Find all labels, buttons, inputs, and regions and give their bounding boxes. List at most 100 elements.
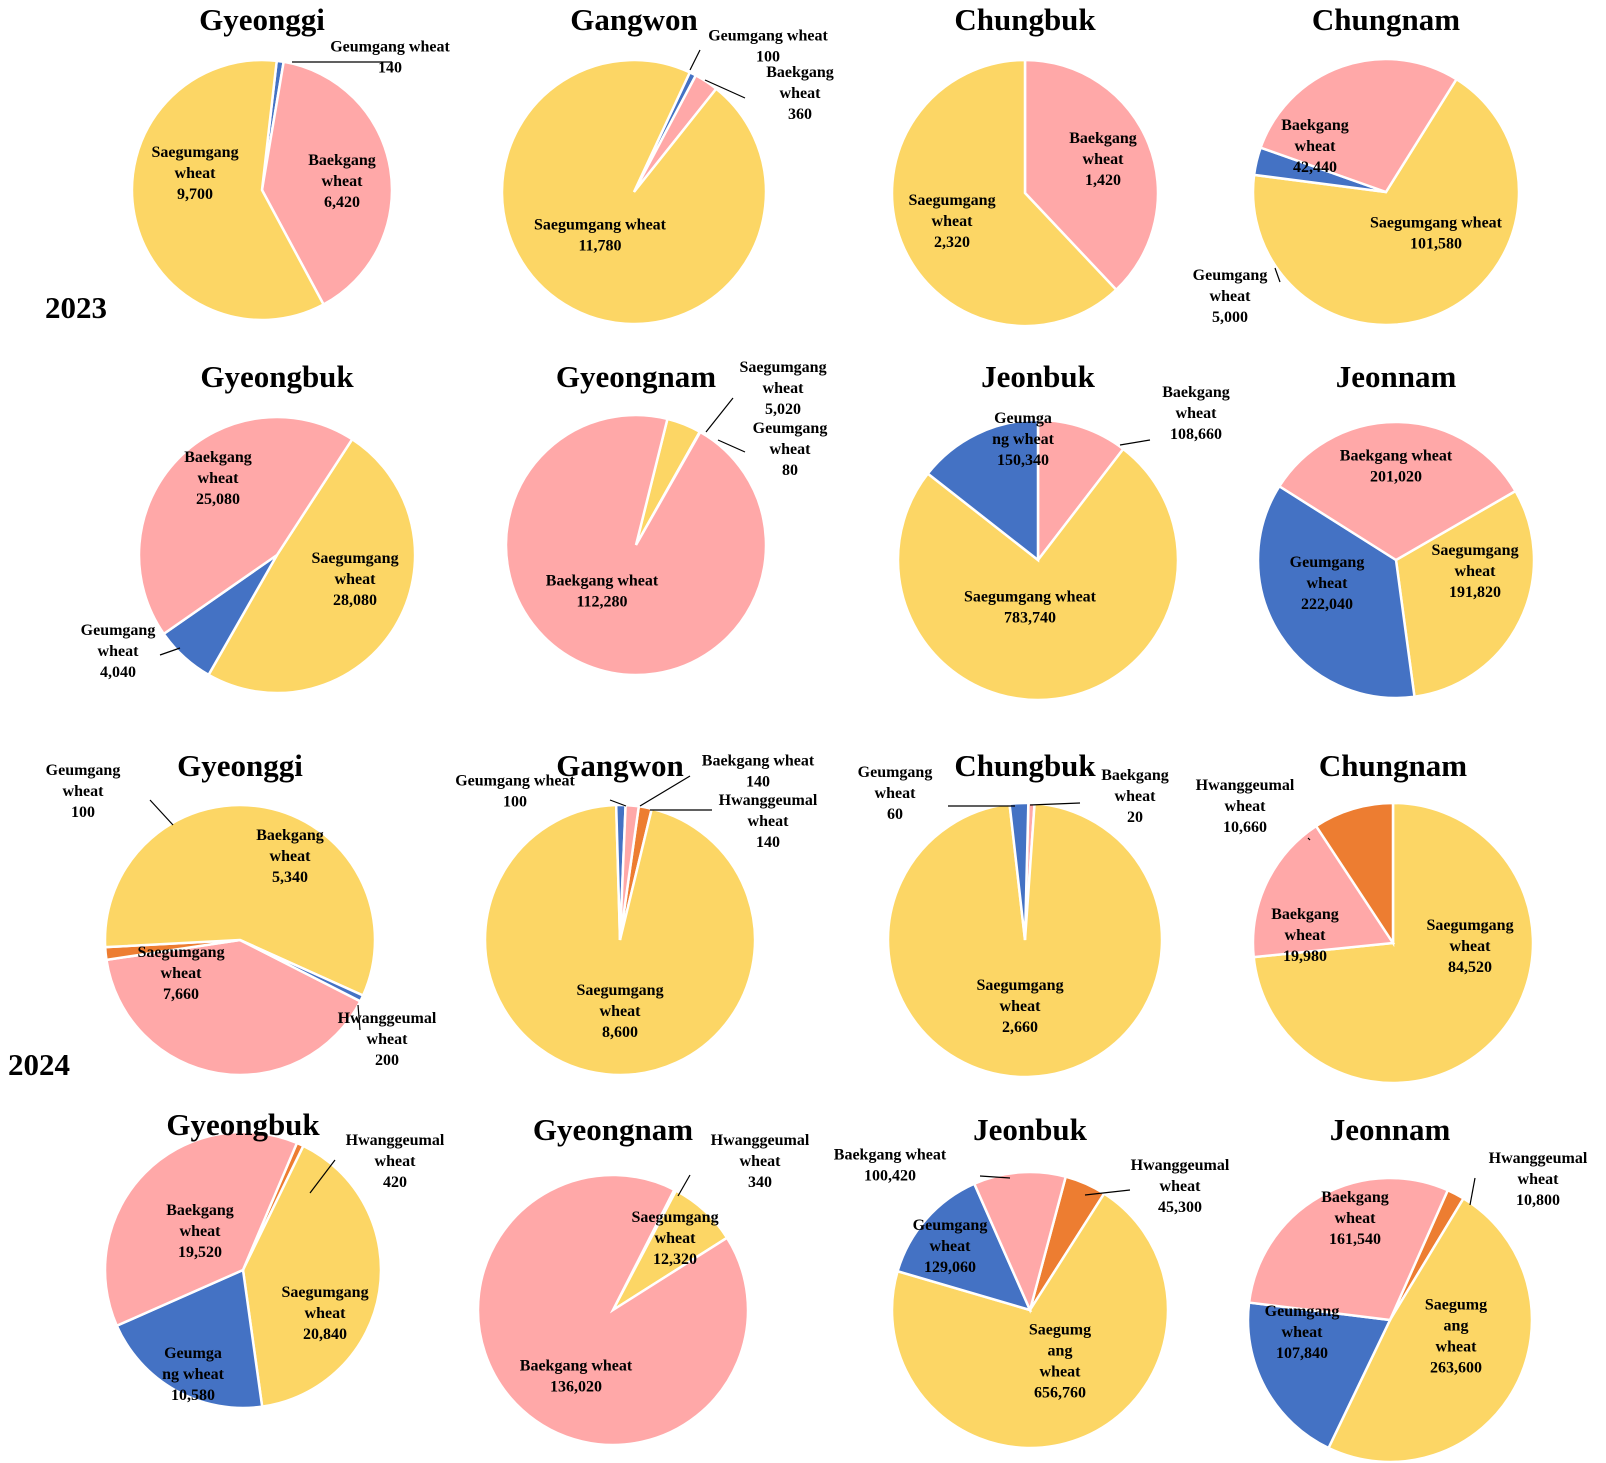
leader-line-2024-gyeonggi-hwanggeumal-wheat [357, 1004, 361, 1031]
data-label-2024-chungbuk-baekgang-wheat: Baekgang wheat 20 [1101, 767, 1169, 826]
data-label-2023-jeonnam-saegumgang-wheat: Saegumgang wheat 191,820 [1431, 542, 1518, 601]
data-label-2024-gyeongnam-saegumgang-wheat: Saegumgang wheat 12,320 [631, 1209, 718, 1268]
leader-line-2023-gyeongbuk-geumgang-wheat [159, 647, 181, 656]
pie-chart-2024-gyeongnam: Gyeongnam Hwanggeumal wheat 340 Saegumgang wh… [476, 1112, 810, 1447]
data-label-2024-jeonbuk-saegumgang-wheat: Saegumg ang wheat 656,760 [1029, 1322, 1091, 1402]
pie-chart-2024-gangwon: Gangwon Hwanggeumal wheat 140 Saegumgang whea… [455, 748, 818, 1077]
chart-title-2024-gyeongnam: Gyeongnam [533, 1112, 693, 1147]
data-label-2023-gyeonggi-geumgang-wheat: Geumgang wheat 140 [330, 39, 450, 77]
slice-2024-jeonnam-baekgang-wheat [1247, 1176, 1450, 1322]
pie-chart-2024-gyeongbuk: Gyeongbuk Hwanggeumal wheat 420 Saegumgang wh… [103, 1107, 445, 1410]
pie-chart-2024-jeonbuk: Jeonbuk Hwanggeumal wheat 45,300 Saegumg ang w… [834, 1112, 1230, 1450]
slice-2024-jeonbuk-saegumgang-wheat [890, 1191, 1170, 1450]
slice-2024-jeonbuk-baekgang-wheat [972, 1170, 1068, 1314]
data-label-2023-gyeongbuk-geumgang-wheat: Geumgang wheat 4,040 [81, 622, 156, 681]
data-label-2023-gangwon-saegumgang-wheat: Saegumgang wheat 11,780 [534, 217, 667, 255]
data-label-2023-gyeongbuk-saegumgang-wheat: Saegumgang wheat 28,080 [311, 550, 398, 609]
slice-2024-gyeongbuk-saegumgang-wheat [241, 1144, 383, 1409]
pie-chart-2023-chungbuk: Chungbuk Baekgang wheat 1,420 Saegumgang whea… [890, 2, 1160, 328]
data-label-2024-chungbuk-geumgang-wheat: Geumgang wheat 60 [858, 764, 933, 823]
slice-2024-gyeongbuk-baekgang-wheat [103, 1130, 299, 1328]
slice-2023-chungbuk-baekgang-wheat [1023, 58, 1160, 292]
data-label-2024-gangwon-saegumgang-wheat: Saegumgang wheat 8,600 [576, 982, 663, 1041]
chart-title-2023-gyeonggi: Gyeonggi [199, 2, 325, 37]
pie-chart-2024-chungbuk: Chungbuk Baekgang wheat 20 Saegumgang wheat 2,… [858, 748, 1169, 1079]
data-label-2024-chungnam-baekgang-wheat: Baekgang wheat 19,980 [1271, 906, 1339, 965]
slice-2023-gyeongnam-baekgang-wheat [504, 413, 768, 677]
slice-2024-jeonnam-saegumgang-wheat [1326, 1196, 1534, 1463]
data-label-2024-gangwon-geumgang-wheat: Geumgang wheat 100 [455, 773, 575, 811]
data-label-2023-gyeongbuk-baekgang-wheat: Baekgang wheat 25,080 [184, 449, 252, 508]
data-label-2024-gyeongnam-hwanggeumal-wheat: Hwanggeumal wheat 340 [711, 1132, 810, 1191]
data-label-2023-gyeonggi-baekgang-wheat: Baekgang wheat 6,420 [308, 152, 376, 211]
slice-2024-gyeonggi-geumgang-wheat [239, 938, 365, 1003]
slice-2024-gyeongbuk-geumgang-wheat [115, 1268, 264, 1410]
data-label-2023-jeonbuk-saegumgang-wheat: Saegumgang wheat 783,740 [964, 589, 1097, 627]
leader-line-2024-gyeongbuk-hwanggeumal-wheat [309, 1159, 336, 1194]
data-label-2024-gyeongnam-baekgang-wheat: Baekgang wheat 136,020 [520, 1358, 633, 1396]
leader-line-2023-chungnam-geumgang-wheat [1274, 267, 1281, 283]
pie-chart-2024-jeonnam: Jeonnam Hwanggeumal wheat 10,800 Saegumg ang w… [1246, 1112, 1588, 1463]
data-label-2024-jeonnam-saegumgang-wheat: Saegumg ang wheat 263,600 [1425, 1297, 1487, 1377]
chart-title-2023-jeonnam: Jeonnam [1336, 359, 1457, 394]
chart-title-2023-jeonbuk: Jeonbuk [981, 359, 1095, 394]
chart-title-2024-gangwon: Gangwon [556, 748, 683, 783]
chart-title-2023-chungbuk: Chungbuk [954, 2, 1096, 37]
leader-line-2024-jeonnam-hwanggeumal-wheat [1469, 1177, 1476, 1206]
data-label-2024-jeonbuk-hwanggeumal-wheat: Hwanggeumal wheat 45,300 [1131, 1157, 1230, 1216]
slice-2024-gangwon-saegumgang-wheat [483, 803, 757, 1077]
pie-chart-2023-gyeongbuk: Gyeongbuk Saegumgang wheat 28,080 Geumgang wh… [81, 359, 417, 695]
slice-2023-gyeongbuk-baekgang-wheat [137, 415, 354, 636]
leader-line-2024-gyeongnam-hwanggeumal-wheat [677, 1174, 691, 1197]
data-label-2023-gyeongnam-geumgang-wheat: Geumgang wheat 80 [753, 420, 828, 479]
data-label-2023-gangwon-geumgang-wheat: Geumgang wheat 100 [708, 28, 828, 66]
chart-title-2023-gyeongbuk: Gyeongbuk [200, 359, 354, 394]
data-label-2024-gyeongbuk-baekgang-wheat: Baekgang wheat 19,520 [166, 1202, 234, 1261]
slice-2024-gyeonggi-baekgang-wheat [105, 938, 362, 1077]
data-label-2023-chungnam-saegumgang-wheat: Saegumgang wheat 101,580 [1370, 215, 1503, 253]
chart-title-2023-gangwon: Gangwon [570, 2, 697, 37]
leader-line-2024-jeonbuk-hwanggeumal-wheat [1084, 1189, 1131, 1196]
slice-2024-jeonnam-geumgang-wheat [1246, 1301, 1392, 1450]
chart-title-2024-chungnam: Chungnam [1319, 748, 1467, 783]
slice-2024-chungnam-hwanggeumal-wheat [1314, 801, 1395, 948]
year-label-2023: 2023 [45, 290, 107, 325]
leader-line-2024-chungnam-hwanggeumal-wheat [1307, 837, 1311, 841]
data-label-2023-chungnam-baekgang-wheat: Baekgang wheat 42,440 [1281, 117, 1349, 176]
leader-line-2024-gangwon-geumgang-wheat [609, 799, 627, 807]
slice-2023-chungnam-baekgang-wheat [1259, 57, 1459, 194]
leader-line-2024-chungbuk-baekgang-wheat [1029, 802, 1081, 806]
pie-chart-2023-jeonnam: Jeonnam Saegumgang wheat 191,820 Geumgang whe… [1256, 359, 1536, 700]
data-label-2023-jeonnam-geumgang-wheat: Geumgang wheat 222,040 [1290, 554, 1365, 613]
year-label-2024: 2024 [8, 1047, 70, 1082]
data-label-2024-jeonbuk-geumgang-wheat: Geumgang wheat 129,060 [913, 1217, 988, 1276]
data-label-2024-gyeonggi-baekgang-wheat: Baekgang wheat 5,340 [256, 827, 324, 886]
data-label-2023-gyeongnam-baekgang-wheat: Baekgang wheat 112,280 [546, 573, 659, 611]
leader-line-2023-jeonbuk-baekgang-wheat [1119, 439, 1151, 446]
pie-chart-2024-chungnam: Chungnam Saegumgang wheat 84,520 Baekgang whe… [1196, 748, 1535, 1085]
leader-line-2023-gangwon-baekgang-wheat [704, 79, 746, 99]
slice-2024-gangwon-baekgang-wheat [618, 803, 641, 941]
leader-line-2024-jeonbuk-baekgang-wheat [979, 1175, 1011, 1179]
chart-title-2024-jeonbuk: Jeonbuk [973, 1112, 1087, 1147]
leader-line-2024-gangwon-baekgang-wheat [639, 775, 691, 807]
data-label-2023-chungbuk-saegumgang-wheat: Saegumgang wheat 2,320 [908, 192, 995, 251]
slice-2023-gyeonggi-baekgang-wheat [260, 60, 394, 307]
slice-2024-chungbuk-saegumgang-wheat [886, 802, 1164, 1079]
chart-title-2024-chungbuk: Chungbuk [954, 748, 1096, 783]
slice-2024-jeonbuk-geumgang-wheat [896, 1182, 1033, 1312]
data-label-2023-chungnam-geumgang-wheat: Geumgang wheat 5,000 [1193, 267, 1268, 326]
data-label-2024-chungnam-hwanggeumal-wheat: Hwanggeumal wheat 10,660 [1196, 777, 1295, 836]
chart-title-2023-chungnam: Chungnam [1312, 2, 1460, 37]
data-label-2024-chungnam-saegumgang-wheat: Saegumgang wheat 84,520 [1426, 917, 1513, 976]
data-label-2023-jeonbuk-geumgang-wheat: Geumga ng wheat 150,340 [992, 410, 1054, 469]
data-label-2023-gyeongnam-saegumgang-wheat: Saegumgang wheat 5,020 [739, 359, 826, 418]
data-label-2024-gyeongbuk-saegumgang-wheat: Saegumgang wheat 20,840 [281, 1284, 368, 1343]
slice-2024-gyeongnam-baekgang-wheat [476, 1173, 750, 1447]
leader-line-2023-gangwon-geumgang-wheat [689, 49, 701, 71]
chart-title-2024-jeonnam: Jeonnam [1330, 1112, 1451, 1147]
